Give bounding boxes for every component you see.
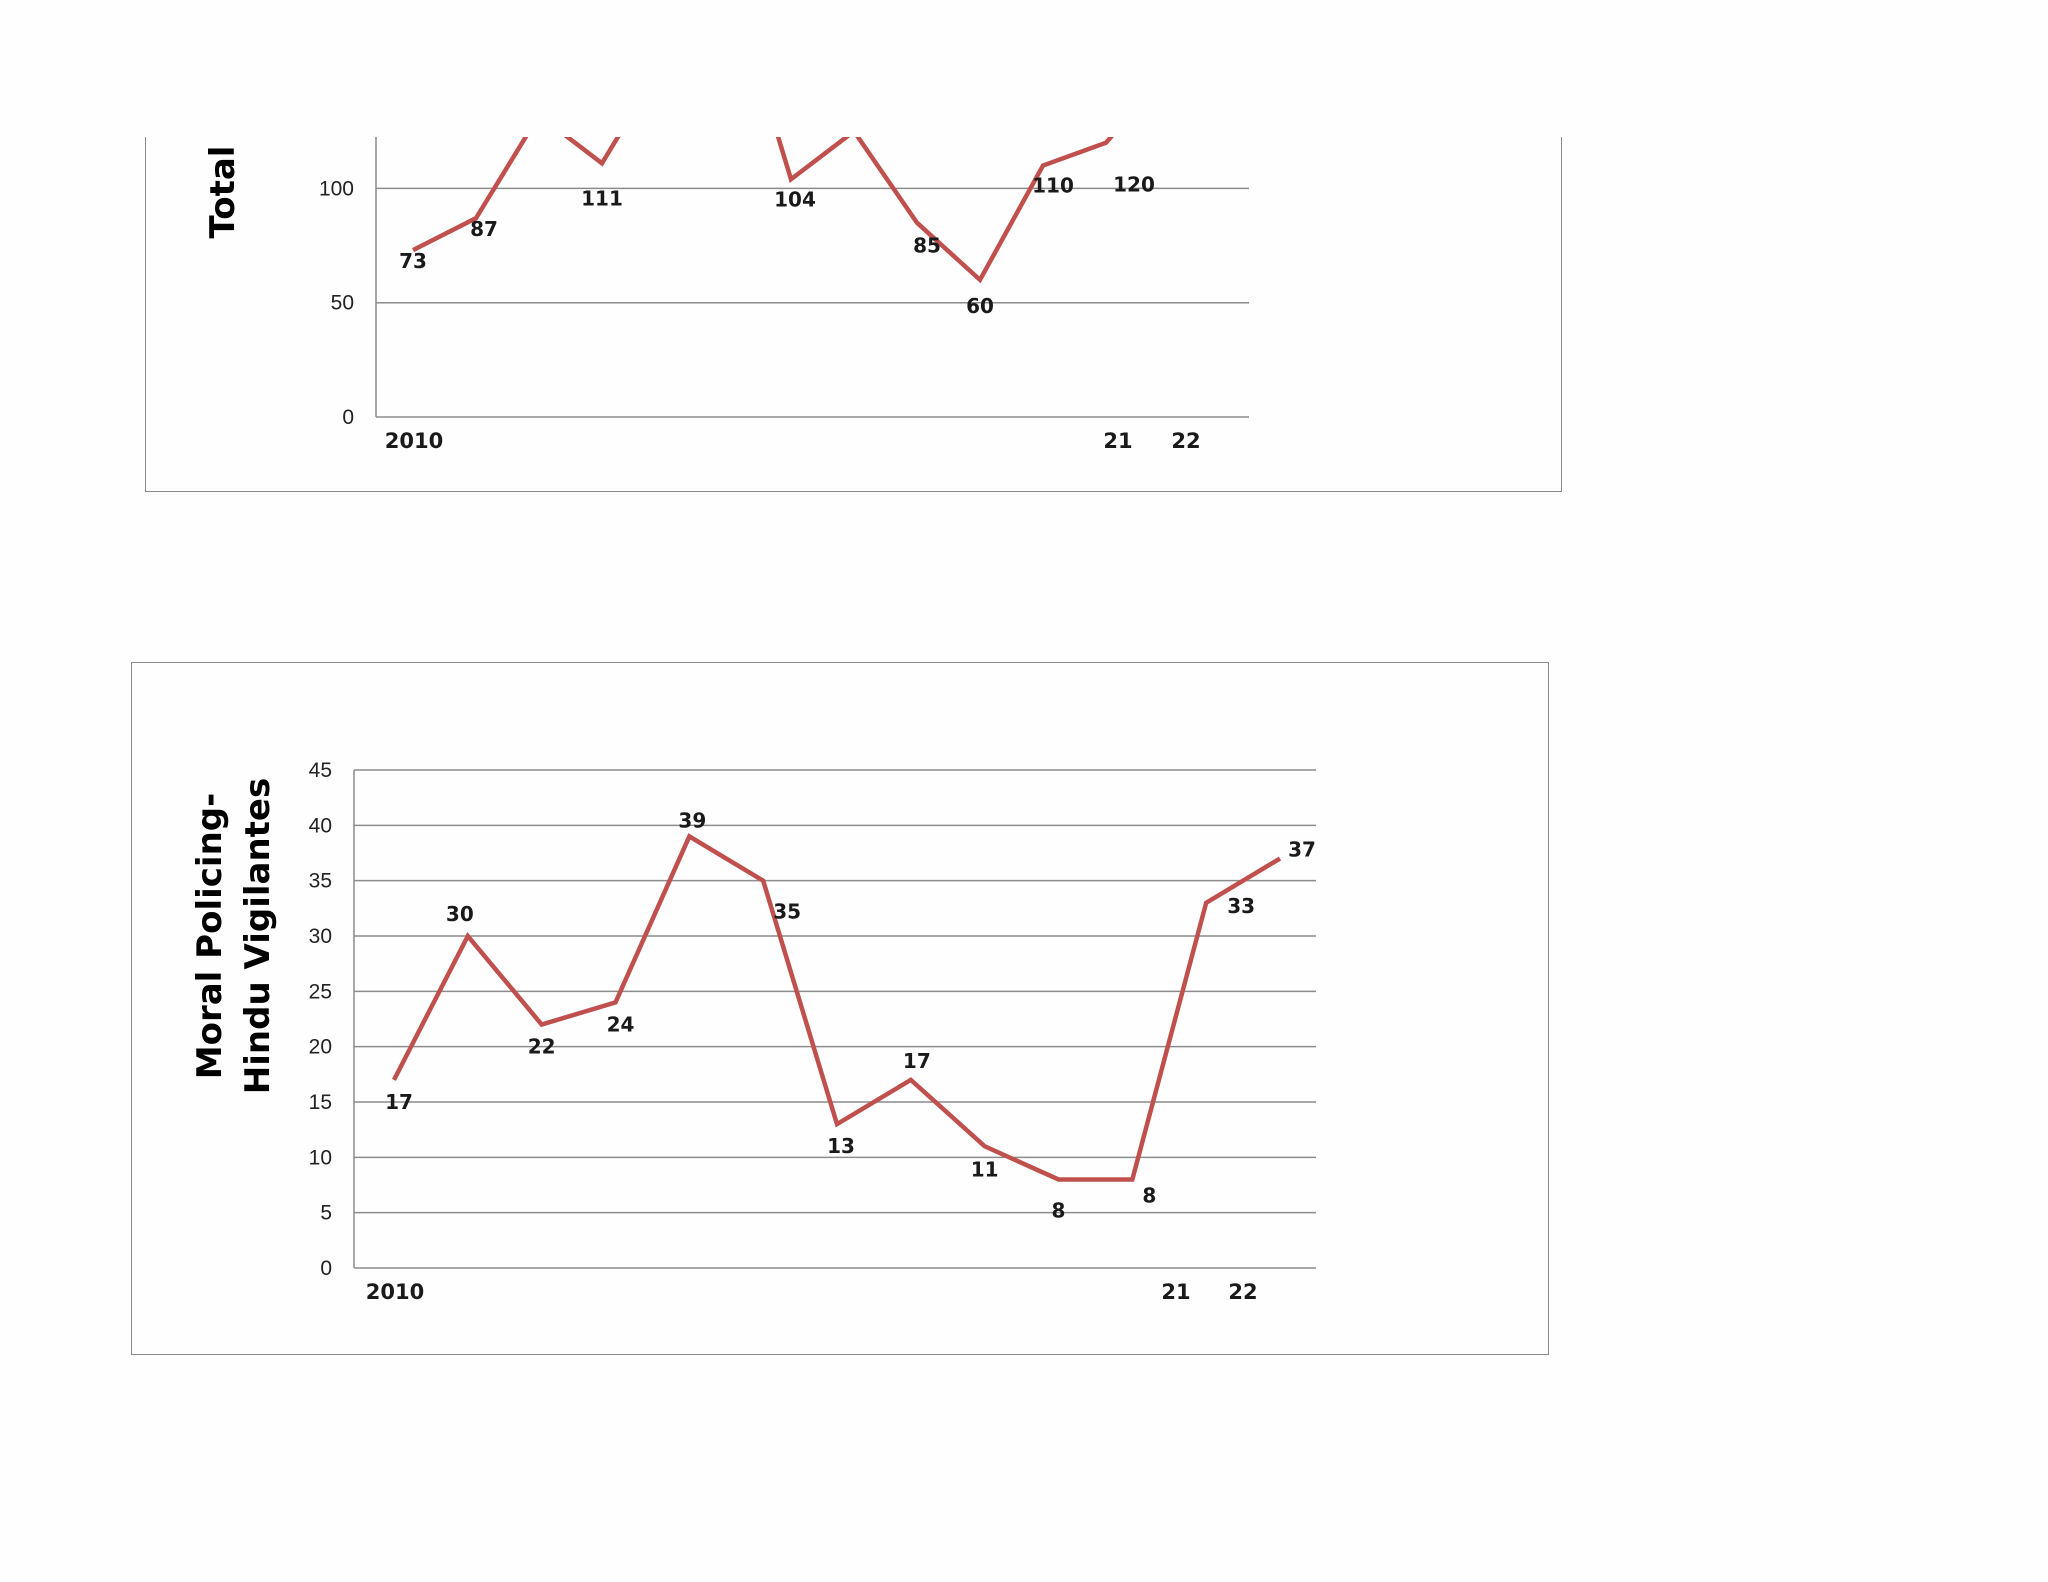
data-label: 8 <box>1052 1198 1066 1222</box>
data-label: 30 <box>446 902 474 926</box>
y-axis-title-line: Hindu Vigilantes <box>238 778 278 1094</box>
data-label: 39 <box>678 808 706 832</box>
y-tick-label: 50 <box>331 292 354 315</box>
data-label: 111 <box>581 186 623 210</box>
y-tick-label: 0 <box>342 406 354 429</box>
data-label: 85 <box>913 234 941 258</box>
data-label: 120 <box>1113 173 1155 197</box>
total-chart-svg: 0501007387132111104125856011012020102122… <box>203 137 1249 453</box>
y-axis-title: Moral Policing- Hindu Vigilantes <box>190 778 278 1094</box>
moral-policing-chart: 0 5 10 15 20 25 30 35 40 45 17 30 22 24 39 35 13 17 11 8 8 33… <box>131 662 1549 1355</box>
y-tick-label: 40 <box>309 814 332 837</box>
y-tick-label: 15 <box>309 1091 332 1114</box>
total-chart: 0501007387132111104125856011012020102122… <box>145 137 1562 492</box>
series-line <box>391 833 1282 1182</box>
y-tick-label: 0 <box>320 1257 332 1280</box>
y-tick-label: 10 <box>309 1146 332 1169</box>
y-tick-label: 5 <box>320 1202 332 1225</box>
data-label: 8 <box>1142 1183 1156 1207</box>
x-tick-label: 21 <box>1161 1280 1190 1304</box>
y-tick-label: 30 <box>309 925 332 948</box>
data-label: 37 <box>1288 838 1316 862</box>
data-label: 17 <box>903 1049 931 1073</box>
data-label: 73 <box>399 249 427 273</box>
x-tick-label: 2010 <box>385 429 443 453</box>
moral-policing-chart-svg: 0 5 10 15 20 25 30 35 40 45 17 30 22 24 39 35 13 17 11 8 8 33… <box>190 759 1316 1304</box>
x-tick-label: 22 <box>1171 429 1200 453</box>
data-label: 60 <box>966 294 994 318</box>
data-label: 22 <box>528 1035 556 1059</box>
data-label: 87 <box>470 217 498 241</box>
y-tick-label: 100 <box>319 177 354 200</box>
data-label: 17 <box>385 1090 413 1114</box>
y-tick-label: 20 <box>309 1036 332 1059</box>
data-label: 104 <box>774 187 816 211</box>
data-label: 35 <box>773 900 801 924</box>
y-tick-label: 45 <box>309 759 332 782</box>
data-label: 24 <box>607 1012 635 1036</box>
x-tick-label: 22 <box>1228 1280 1257 1304</box>
y-axis-title-line: Moral Policing- <box>190 793 230 1079</box>
y-tick-label: 35 <box>309 870 332 893</box>
data-label: 110 <box>1032 174 1074 198</box>
series-line <box>411 137 621 253</box>
y-tick-label: 25 <box>309 980 332 1003</box>
data-label: 13 <box>827 1134 855 1158</box>
x-tick-label: 21 <box>1103 429 1132 453</box>
y-axis-title: Total <box>203 146 243 239</box>
data-label: 11 <box>971 1157 999 1181</box>
x-tick-label: 2010 <box>366 1280 424 1304</box>
data-label: 33 <box>1227 894 1255 918</box>
series-line <box>775 137 1114 284</box>
